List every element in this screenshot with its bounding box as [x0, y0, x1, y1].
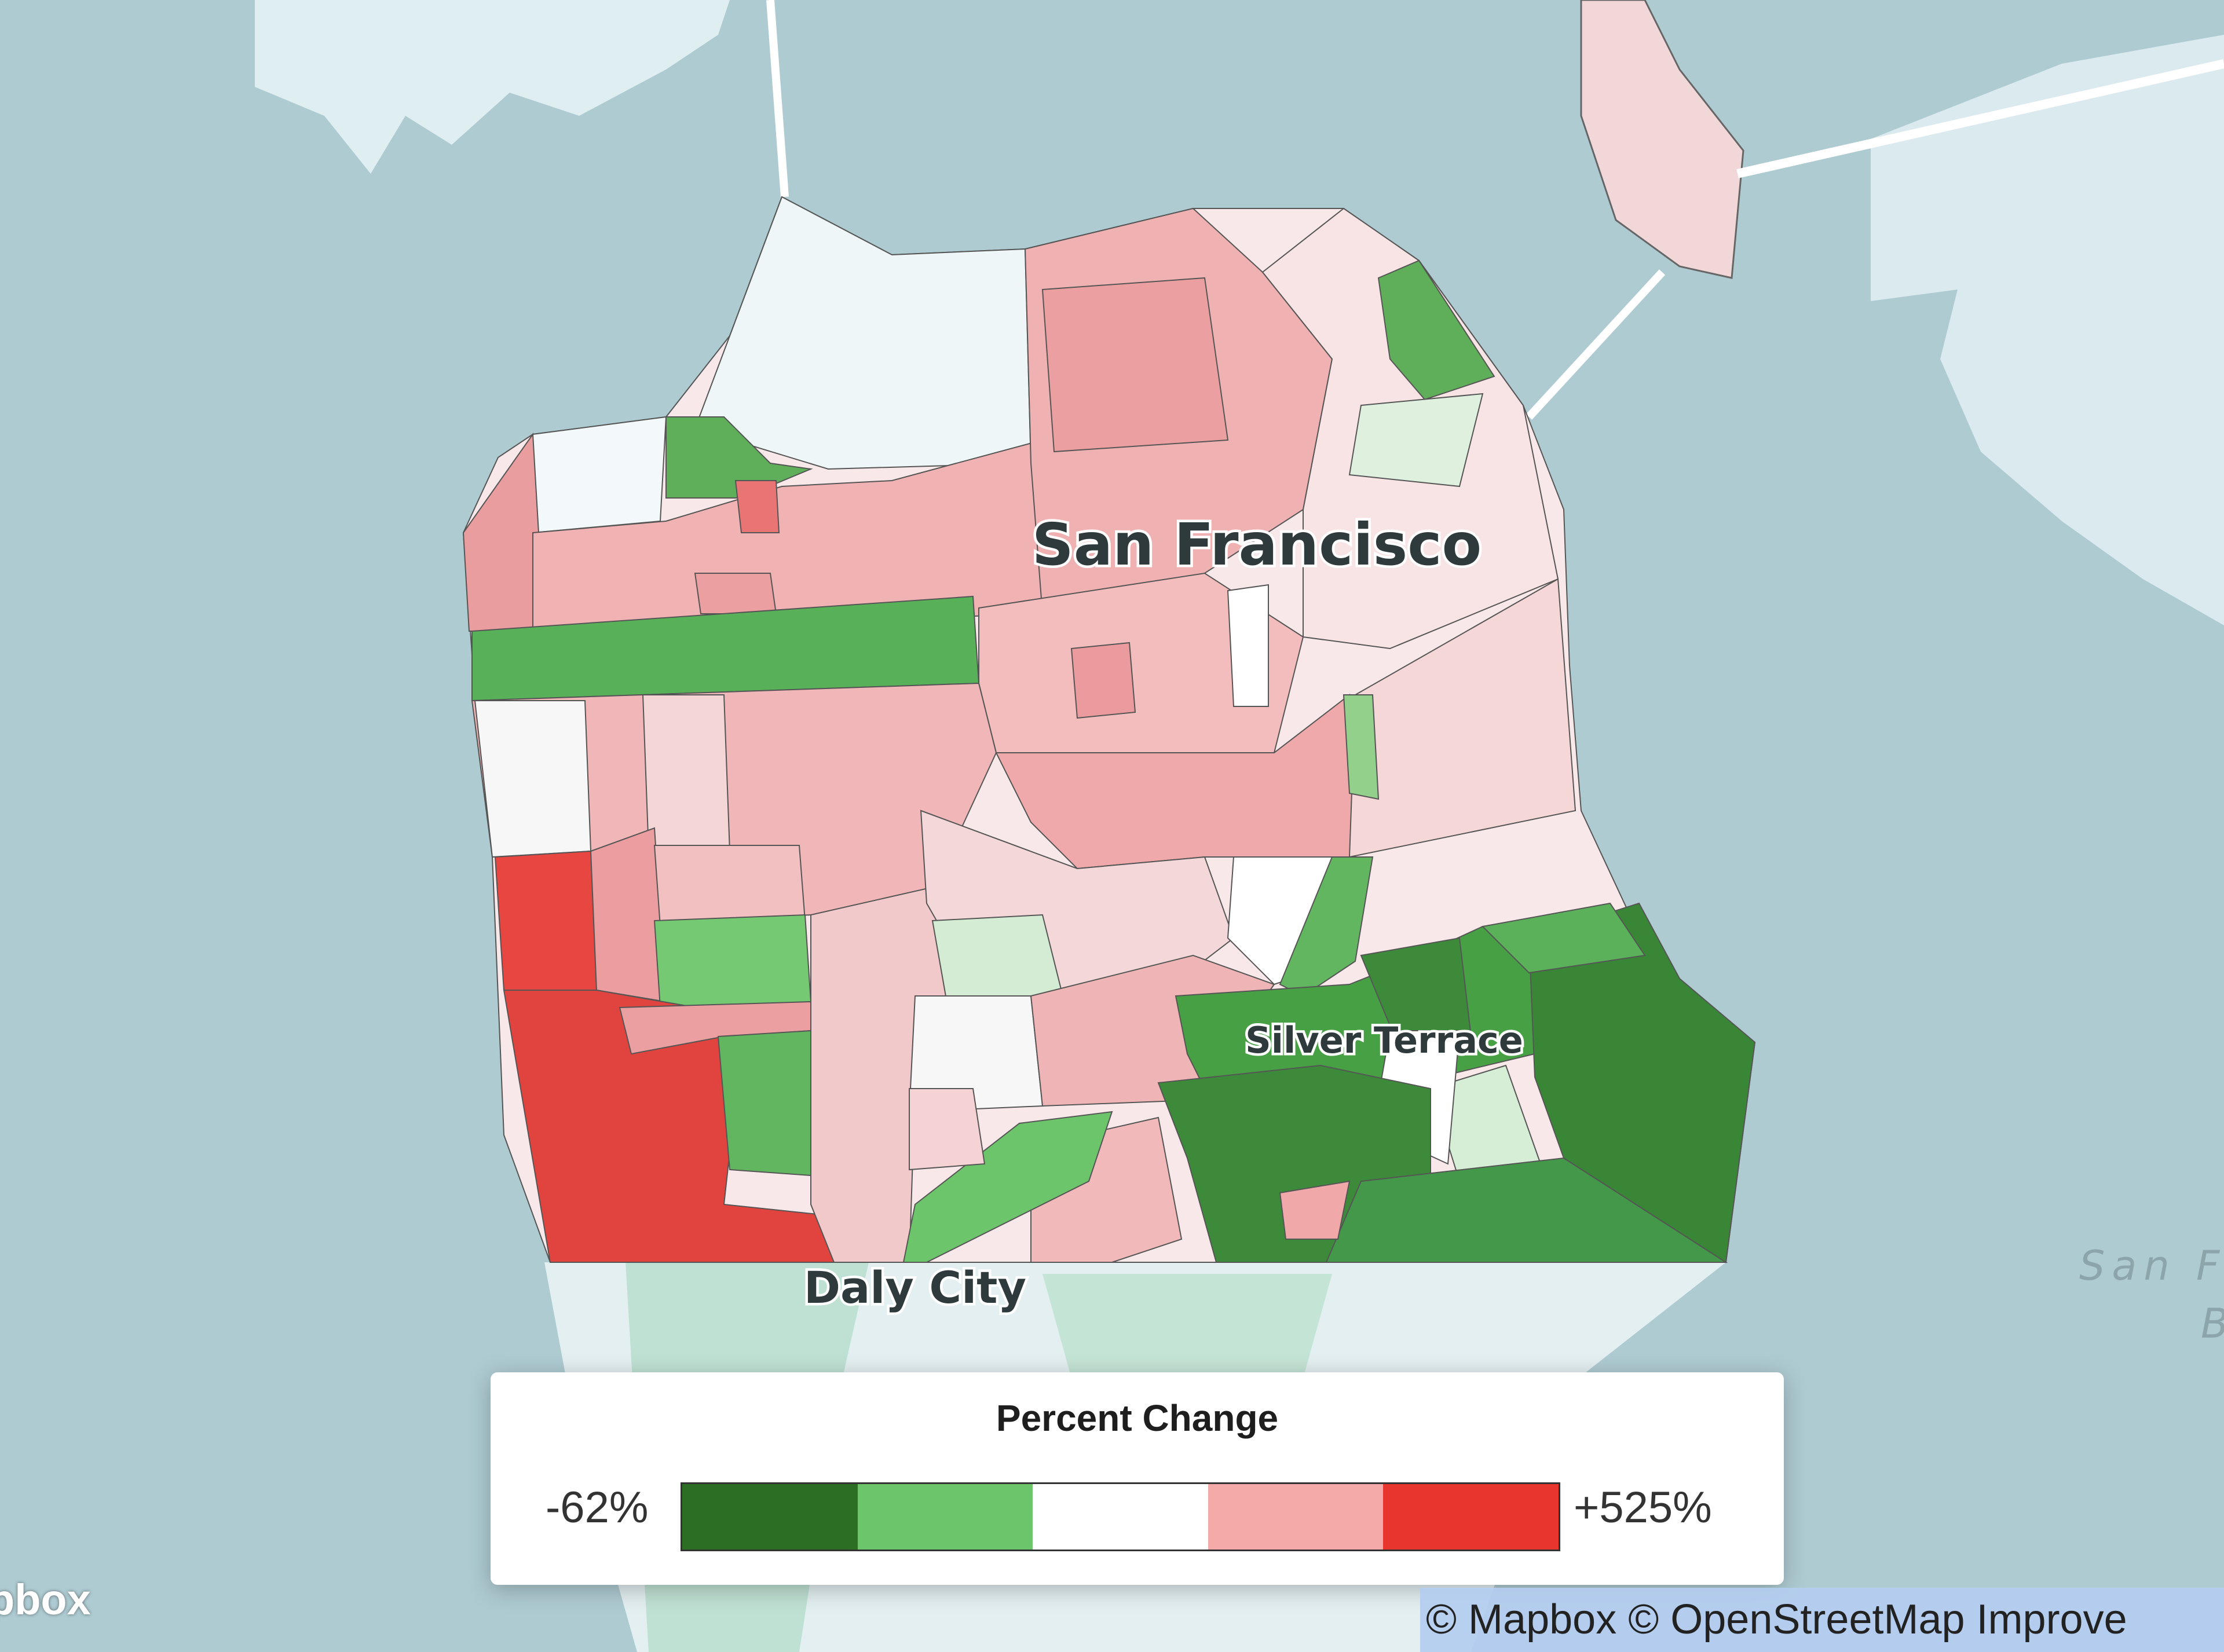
tract-bayview-mid — [1481, 902, 1646, 974]
choropleth — [462, 196, 1756, 1263]
marin-land — [255, 0, 730, 174]
legend-swatch — [857, 1484, 1033, 1550]
legend-swatch — [682, 1484, 858, 1550]
tract-little-pink — [909, 1088, 986, 1171]
legend-max-label: +525% — [1574, 1483, 1712, 1532]
tract-green-diag — [902, 1111, 1113, 1263]
tract-hunters-point — [1528, 902, 1756, 1263]
tract-bayview-dark — [1360, 937, 1472, 1055]
tract-presidio — [694, 196, 1032, 470]
tract-taraval — [653, 845, 806, 928]
legend-swatch — [1383, 1484, 1559, 1550]
city-label: San Francisco — [1032, 511, 1482, 578]
water-label-1: San Fr — [2079, 1242, 2224, 1290]
tract-pacific-heights — [1041, 277, 1229, 453]
tract-greenstrip — [1343, 694, 1380, 800]
legend-min-label: -62% — [546, 1483, 649, 1532]
tract-telegraph — [1377, 259, 1495, 401]
tract-greenblock — [653, 914, 812, 1009]
tract-potrero — [1348, 578, 1576, 858]
attribution-bar[interactable]: © Mapbox © OpenStreetMap Improve — [1420, 1588, 2224, 1652]
tract-landsend — [665, 416, 813, 499]
bay-bridge-east — [1736, 59, 2224, 178]
legend-swatch — [1033, 1484, 1208, 1550]
tract-sunset-white — [474, 700, 592, 858]
tract-bernal-green — [1279, 856, 1374, 997]
legend-title: Percent Change — [996, 1397, 1279, 1439]
tract-civic-white — [1227, 584, 1269, 707]
tract-parkside-red — [494, 850, 598, 991]
tract-lincoln — [532, 416, 667, 534]
golden-gate-bridge — [766, 0, 789, 197]
water-label-2: B — [2201, 1300, 2224, 1347]
legend-color-bar — [681, 1482, 1560, 1551]
tract-lakemerced-red — [503, 990, 841, 1263]
mapbox-logo[interactable]: pbox — [0, 1576, 91, 1624]
tract-merced-green — [717, 1030, 811, 1177]
tract-richmond-hot — [734, 480, 780, 533]
legend-swatch — [1208, 1484, 1384, 1550]
legend-panel: Percent Change -62% +525% — [491, 1372, 1784, 1585]
tract-sunset-mid — [642, 694, 731, 852]
bay-bridge — [1526, 269, 1666, 420]
neighborhood-label: Silver Terrace — [1245, 1019, 1523, 1061]
island — [1580, 0, 1744, 279]
south-park-2 — [1042, 1274, 1332, 1378]
south-city-label: Daly City — [804, 1262, 1026, 1313]
tract-richmond-2 — [694, 573, 777, 614]
tract-tenderloin — [1070, 642, 1136, 719]
eastbay-land — [1871, 35, 2224, 625]
tract-embarcadero — [1348, 393, 1484, 488]
tract-crocker — [1279, 1180, 1351, 1240]
